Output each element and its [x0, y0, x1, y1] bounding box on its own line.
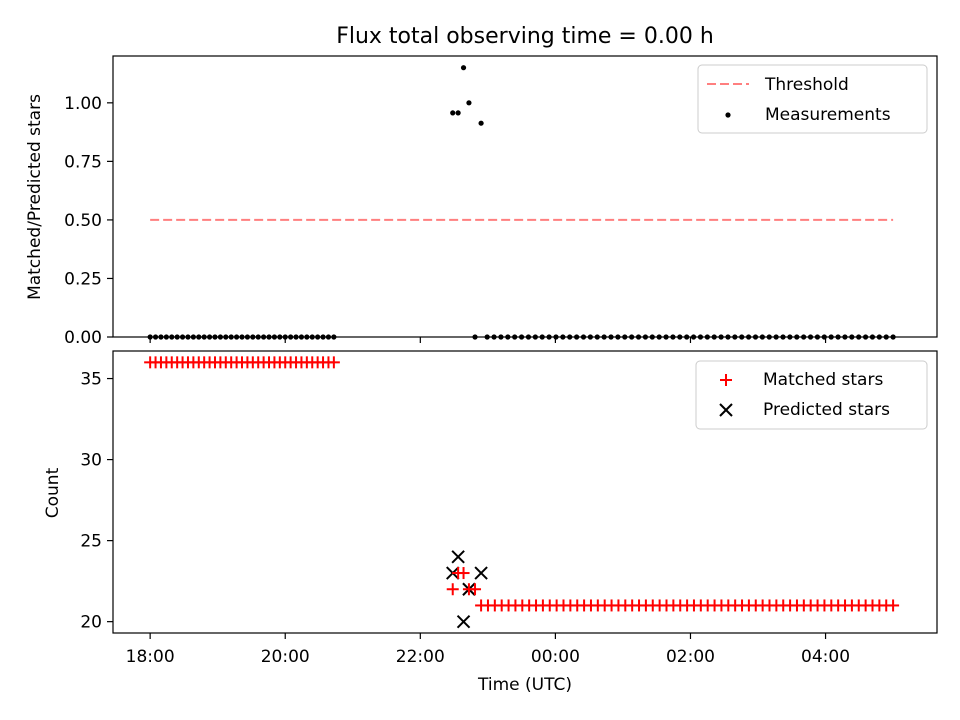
bottom-x-tick-label: 04:00	[801, 647, 850, 667]
top-y-axis-label: Matched/Predicted stars	[25, 94, 45, 300]
predicted-star-point	[474, 566, 488, 580]
bottom-legend-box	[695, 360, 928, 430]
top-plot-frame	[112, 55, 938, 338]
measurements-legend-swatch	[725, 112, 731, 118]
bottom-x-tick-label: 22:00	[396, 647, 445, 667]
bottom-y-tick-label: 20	[80, 613, 102, 633]
measurement-point	[455, 110, 461, 116]
top-y-tick-label: 1.00	[64, 94, 102, 114]
bottom-plot-frame	[112, 350, 938, 634]
measurement-point	[460, 65, 467, 71]
bottom-y-tick-label: 25	[80, 532, 102, 552]
ratio-panel: Flux total observing time = 0.00 h Match…	[25, 24, 938, 348]
bottom-x-tick-label: 02:00	[666, 647, 715, 667]
matched-star-point	[327, 356, 340, 369]
predicted-star-point	[451, 550, 465, 564]
bottom-x-tick-label: 20:00	[261, 647, 310, 667]
bottom-y-ticks: 20 25 30 35	[80, 370, 113, 633]
predicted-legend-swatch	[719, 403, 733, 417]
predicted-legend-label: Predicted stars	[763, 400, 890, 420]
measurements-legend-label: Measurements	[765, 105, 891, 125]
threshold-legend-label: Threshold	[764, 75, 849, 95]
matched-legend-swatch	[720, 374, 732, 386]
bottom-legend: Matched stars Predicted stars	[695, 360, 928, 430]
bottom-y-axis-label: Count	[43, 467, 63, 518]
bottom-x-tick-label: 18:00	[126, 647, 175, 667]
predicted-star-point	[456, 614, 471, 629]
top-y-tick-label: 0.00	[64, 328, 102, 348]
measurement-point	[478, 120, 484, 126]
top-y-tick-label: 0.75	[64, 152, 102, 172]
count-points	[144, 356, 900, 629]
top-y-ticks: 0.00 0.25 0.50 0.75 1.00	[64, 94, 113, 348]
count-panel: Count Time (UTC) 20 25 30 35 18:00 20:00 22:0…	[43, 350, 938, 695]
top-y-tick-label: 0.50	[64, 211, 102, 231]
bottom-y-tick-label: 30	[80, 451, 102, 471]
chart-title: Flux total observing time = 0.00 h	[336, 24, 714, 49]
top-y-tick-label: 0.25	[64, 269, 102, 289]
matched-star-point	[469, 583, 482, 596]
matched-star-point	[887, 599, 900, 612]
matched-star-point	[457, 567, 470, 580]
top-legend: Threshold Measurements	[697, 64, 928, 134]
matched-star-point	[446, 583, 459, 596]
top-legend-box	[697, 64, 928, 134]
matched-legend-label: Matched stars	[763, 370, 883, 390]
bottom-x-ticks: 18:00 20:00 22:00 00:00 02:00 04:00	[126, 633, 850, 667]
bottom-x-tick-label: 00:00	[531, 647, 580, 667]
measurement-point	[466, 100, 472, 106]
measurement-point	[450, 110, 456, 116]
bottom-x-axis-label: Time (UTC)	[477, 675, 572, 695]
bottom-y-tick-label: 35	[80, 370, 102, 390]
